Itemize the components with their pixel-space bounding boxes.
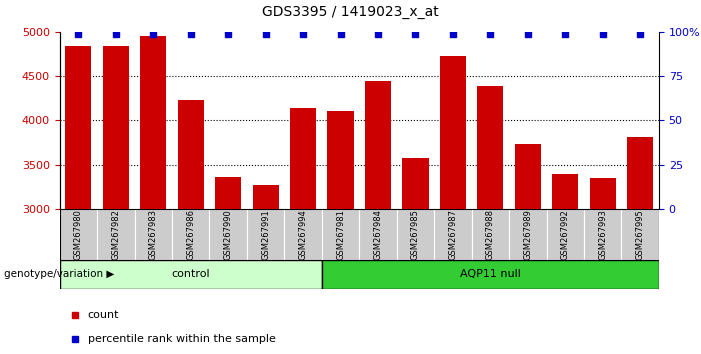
Text: GSM267992: GSM267992 (561, 209, 570, 260)
Text: GSM267981: GSM267981 (336, 209, 345, 260)
Bar (627, 137, 653, 209)
Bar (365, 81, 391, 209)
Bar (97, 209, 135, 260)
Bar (472, 209, 509, 260)
Bar (440, 56, 466, 209)
Bar (552, 175, 578, 209)
Text: GSM267985: GSM267985 (411, 209, 420, 260)
Bar (515, 144, 541, 209)
Text: control: control (171, 269, 210, 279)
Bar (359, 209, 397, 260)
Bar (584, 209, 622, 260)
Text: GSM267988: GSM267988 (486, 209, 495, 260)
Text: GSM267984: GSM267984 (374, 209, 383, 260)
Bar (547, 209, 584, 260)
Bar (102, 46, 129, 209)
Bar (140, 36, 166, 209)
Text: GSM267990: GSM267990 (224, 209, 233, 260)
Bar (434, 209, 472, 260)
Text: GSM267983: GSM267983 (149, 209, 158, 260)
Bar (135, 209, 172, 260)
Text: genotype/variation ▶: genotype/variation ▶ (4, 269, 114, 279)
Bar (172, 209, 210, 260)
Bar (247, 209, 285, 260)
Text: GSM267994: GSM267994 (299, 209, 308, 260)
Text: GSM267980: GSM267980 (74, 209, 83, 260)
Bar (322, 209, 359, 260)
Bar (285, 209, 322, 260)
Bar (60, 209, 97, 260)
Text: AQP11 null: AQP11 null (460, 269, 521, 279)
Bar (402, 159, 428, 209)
Bar (322, 260, 659, 289)
Text: GDS3395 / 1419023_x_at: GDS3395 / 1419023_x_at (262, 5, 439, 19)
Bar (477, 86, 503, 209)
Bar (590, 178, 616, 209)
Bar (210, 209, 247, 260)
Text: GSM267993: GSM267993 (598, 209, 607, 260)
Text: count: count (88, 310, 119, 320)
Bar (327, 110, 353, 209)
Bar (397, 209, 434, 260)
Text: GSM267986: GSM267986 (186, 209, 195, 260)
Text: GSM267991: GSM267991 (261, 209, 270, 260)
Bar (60, 260, 322, 289)
Text: percentile rank within the sample: percentile rank within the sample (88, 334, 275, 344)
Bar (215, 177, 241, 209)
Text: GSM267989: GSM267989 (524, 209, 532, 260)
Bar (290, 108, 316, 209)
Bar (622, 209, 659, 260)
Text: GSM267982: GSM267982 (111, 209, 121, 260)
Text: GSM267995: GSM267995 (636, 209, 645, 260)
Bar (65, 46, 91, 209)
Bar (177, 100, 204, 209)
Text: GSM267987: GSM267987 (449, 209, 458, 260)
Bar (509, 209, 547, 260)
Bar (252, 185, 279, 209)
